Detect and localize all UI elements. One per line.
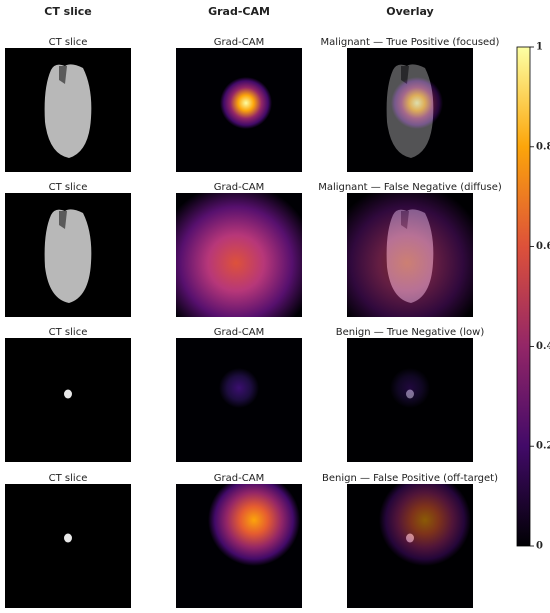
- ct-lung: [44, 64, 92, 158]
- ct-image: [5, 193, 131, 317]
- heatmap-overlay: [347, 193, 473, 317]
- colorbar-tick-label: 0.8: [536, 141, 550, 152]
- colorbar-tick-label: 0: [536, 541, 543, 552]
- panel-title: Grad-CAM: [214, 327, 264, 338]
- overlay-image: [347, 48, 473, 172]
- ct-notch: [59, 211, 67, 229]
- colorbar-tick-label: 1: [536, 42, 543, 53]
- ct-image: [5, 48, 131, 172]
- panel-title: Grad-CAM: [214, 182, 264, 193]
- ct-image: [5, 484, 131, 608]
- background: [5, 338, 131, 462]
- ct-nodule: [64, 533, 72, 543]
- panel-title: Grad-CAM: [214, 473, 264, 484]
- ct-lung: [44, 209, 92, 303]
- column-header: Grad-CAM: [208, 5, 270, 18]
- heatmap: [176, 484, 302, 608]
- gradcam-image: [176, 48, 302, 172]
- column-header: Overlay: [386, 5, 433, 18]
- background: [5, 484, 131, 608]
- colorbar-tick-label: 0.6: [536, 241, 550, 252]
- heatmap: [176, 48, 302, 172]
- gradcam-image: [176, 484, 302, 608]
- colorbar: [516, 46, 531, 547]
- panel-title: CT slice: [49, 327, 88, 338]
- panel-title: Benign — False Positive (off-target): [322, 473, 498, 484]
- heatmap-overlay: [347, 338, 473, 462]
- overlay-image: [347, 484, 473, 608]
- ct-image: [5, 338, 131, 462]
- ct-nodule: [64, 389, 72, 399]
- overlay-image: [347, 193, 473, 317]
- gradcam-image: [176, 193, 302, 317]
- overlay-image: [347, 338, 473, 462]
- colorbar-tick-label: 0.4: [536, 341, 550, 352]
- heatmap-overlay: [347, 48, 473, 172]
- panel-title: CT slice: [49, 37, 88, 48]
- panel-title: CT slice: [49, 473, 88, 484]
- colorbar-tick-label: 0.2: [536, 441, 550, 452]
- column-header: CT slice: [44, 5, 91, 18]
- panel-title: Malignant — True Positive (focused): [321, 37, 500, 48]
- panel-title: Grad-CAM: [214, 37, 264, 48]
- heatmap: [176, 338, 302, 462]
- heatmap: [176, 193, 302, 317]
- panel-title: Malignant — False Negative (diffuse): [318, 182, 502, 193]
- panel-title: CT slice: [49, 182, 88, 193]
- panel-title: Benign — True Negative (low): [336, 327, 485, 338]
- heatmap-overlay: [347, 484, 473, 608]
- gradcam-image: [176, 338, 302, 462]
- ct-notch: [59, 66, 67, 84]
